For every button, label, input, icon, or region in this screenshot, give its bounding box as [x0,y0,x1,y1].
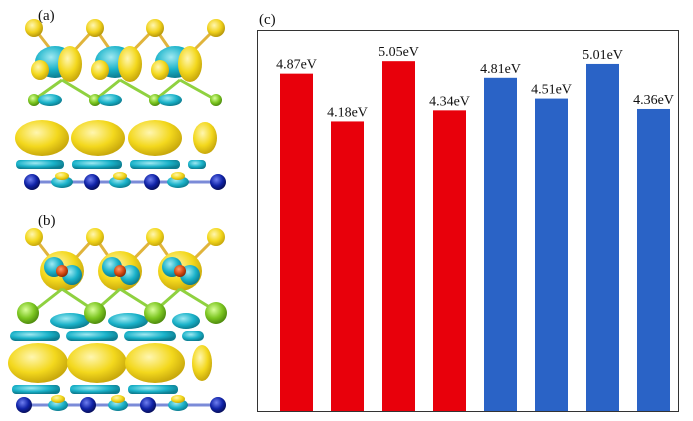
bar-chart: 4.87eV 4.18eV 5.05eV 4.34eV 4.81eV 4.51eV 5.01… [276,45,674,412]
interlayer-isosurface [8,343,212,383]
bar-blue-7 [586,63,619,412]
bottom-atom-row [24,174,226,190]
bar-blue-5 [484,77,517,411]
bar-value-label-5: 4.81eV [480,62,521,77]
green-atom-row [28,94,222,106]
chart-frame [257,30,679,412]
panel-b-label: (b) [38,213,56,229]
bar-value-label-8: 4.36eV [633,93,674,108]
bar-red-3 [382,61,415,411]
bar-blue-8 [637,108,670,411]
bar-value-label-4: 4.34eV [429,94,470,109]
top-atom-row [25,19,225,37]
charge-density-structure-b [8,228,227,413]
charge-density-structure-a [15,19,226,190]
bar-red-4 [433,110,466,412]
interlayer-isosurface [15,120,217,156]
metal-center-lobes [31,46,202,82]
bar-value-label-2: 4.18eV [327,105,368,120]
bottom-atom-row [16,397,226,413]
bar-value-label-6: 4.51eV [531,83,572,98]
bar-value-label-1: 4.87eV [276,58,317,73]
green-atom-row [17,302,227,324]
bar-value-label-7: 5.01eV [582,48,623,63]
top-atom-row [25,228,225,246]
bar-value-label-3: 5.05eV [378,45,419,60]
bar-blue-6 [535,98,568,411]
panel-a-label: (a) [38,8,55,24]
bar-red-1 [280,73,313,411]
metal-center-lobes [40,251,202,291]
panel-c-label: (c) [259,12,276,28]
bar-red-2 [331,121,364,411]
